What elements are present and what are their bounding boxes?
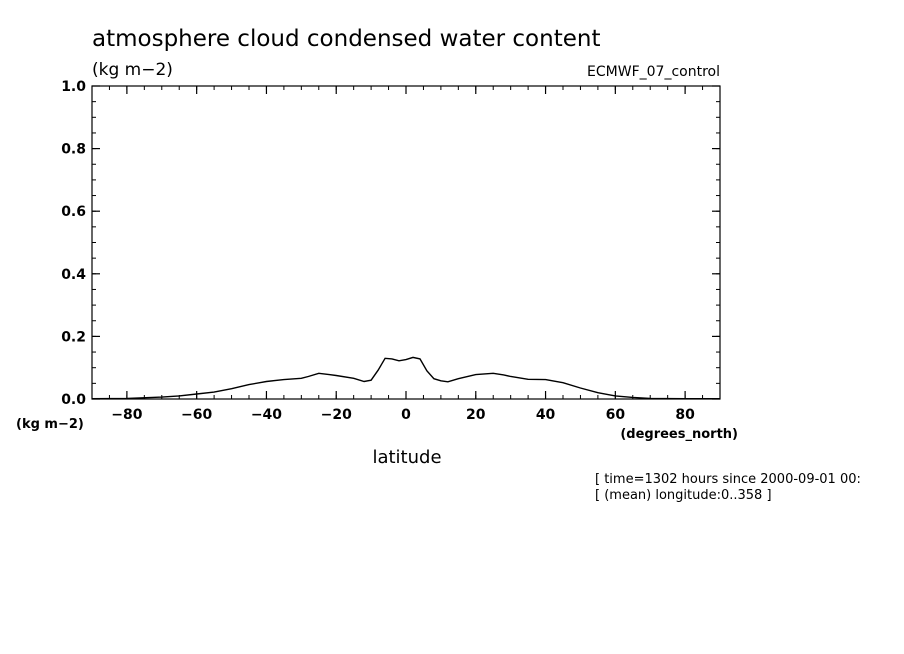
x-tick-label: −60 (181, 407, 212, 423)
y-tick-label: 1.0 (61, 79, 86, 95)
x-unit-label: (degrees_north) (620, 427, 738, 442)
x-axis-label: latitude (372, 447, 441, 468)
annotation-longitude: [ (mean) longitude:0..358 ] (595, 488, 772, 503)
chart-title: atmosphere cloud condensed water content (92, 26, 600, 52)
y-tick-label: 0.2 (61, 329, 86, 345)
x-tick-label: 80 (675, 407, 695, 423)
y-tick-label: 0.6 (61, 204, 86, 220)
x-tick-label: 20 (466, 407, 486, 423)
y-tick-label: 0.0 (61, 392, 86, 408)
x-tick-label: 40 (536, 407, 556, 423)
dataset-label: ECMWF_07_control (587, 64, 720, 80)
chart-subtitle: (kg m−2) (92, 60, 173, 80)
x-tick-label: 60 (606, 407, 626, 423)
y-unit-label: (kg m−2) (16, 417, 84, 432)
x-tick-label: −40 (251, 407, 282, 423)
x-axis-ticks: −80 −60 −40 −20 0 20 40 60 80 (111, 86, 695, 423)
annotation-time: [ time=1302 hours since 2000-09-01 00: (595, 472, 861, 487)
minor-ticks (91, 85, 721, 400)
y-tick-label: 0.8 (61, 142, 86, 158)
y-axis-ticks: 0.0 0.2 0.4 0.6 0.8 1.0 (61, 79, 720, 408)
y-tick-label: 0.4 (61, 267, 86, 283)
plot-frame (91, 85, 721, 400)
x-tick-label: −20 (321, 407, 352, 423)
series-line (91, 356, 720, 400)
x-tick-label: 0 (401, 407, 411, 423)
x-tick-label: −80 (111, 407, 142, 423)
